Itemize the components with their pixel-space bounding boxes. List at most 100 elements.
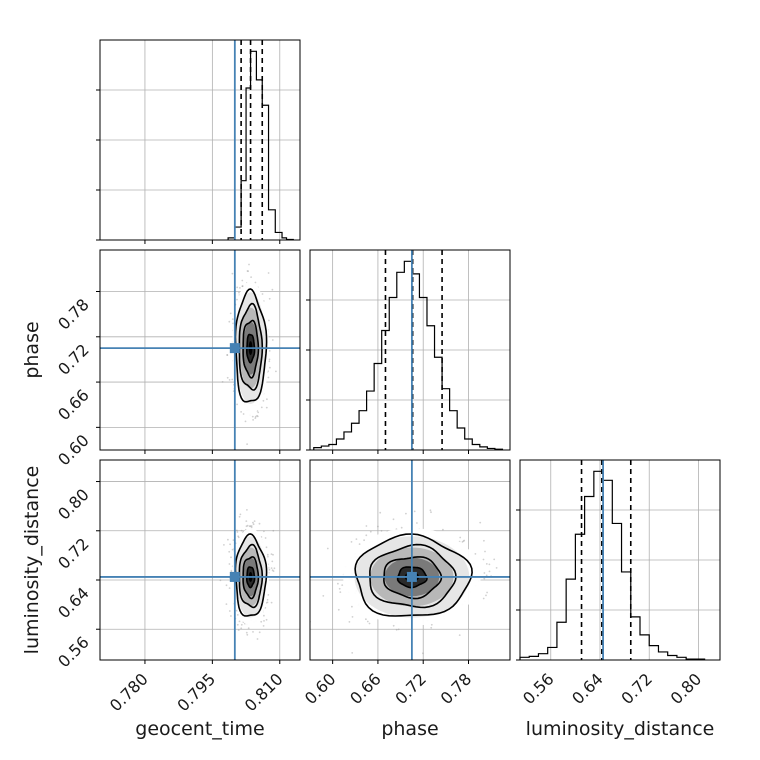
scatter-geocent_time-vs-luminosity_distance-point [253, 520, 256, 522]
scatter-phase-vs-luminosity_distance-point [474, 553, 477, 555]
hist-phase-bin [457, 428, 465, 450]
hist-phase-bin [389, 297, 397, 450]
scatter-geocent_time-vs-luminosity_distance-point [240, 623, 243, 626]
scatter-geocent_time-vs-phase-point [236, 286, 239, 289]
scatter-geocent_time-vs-luminosity_distance-point [236, 623, 239, 626]
hist-luminosity_distance-step [519, 470, 706, 660]
scatter-phase-vs-luminosity_distance-point [488, 563, 491, 566]
scatter-phase-vs-luminosity_distance-content [310, 460, 510, 660]
scatter-geocent_time-vs-luminosity_distance-point [262, 625, 265, 627]
scatter-geocent_time-vs-phase-point [269, 366, 271, 369]
scatter-geocent_time-vs-phase-point [228, 379, 231, 381]
hist-luminosity_distance-bin [603, 480, 612, 660]
scatter-phase-vs-luminosity_distance-point [365, 534, 368, 537]
scatter-phase-vs-luminosity_distance-point [337, 582, 339, 585]
scatter-geocent_time-vs-luminosity_distance-point [246, 633, 249, 636]
hist-luminosity_distance-bin [658, 652, 667, 660]
scatter-geocent_time-vs-luminosity_distance-point [239, 513, 242, 516]
scatter-geocent_time-vs-luminosity_distance-point [237, 535, 240, 538]
xtick-label-geocent_time-1: 0.795 [173, 669, 219, 715]
scatter-geocent_time-vs-luminosity_distance-point [245, 520, 248, 522]
scatter-geocent_time-vs-phase-point [244, 420, 247, 423]
scatter-geocent_time-vs-luminosity_distance-point [270, 601, 273, 604]
hist-phase-bin [435, 357, 443, 450]
scatter-geocent_time-vs-phase-point [267, 272, 270, 274]
scatter-geocent_time-vs-luminosity_distance-content [100, 460, 300, 660]
scatter-geocent_time-vs-phase-point [241, 285, 244, 288]
scatter-geocent_time-vs-luminosity_distance-point [264, 537, 267, 539]
scatter-geocent_time-vs-luminosity_distance-point [272, 553, 274, 556]
scatter-geocent_time-vs-luminosity_distance-point [229, 543, 232, 546]
scatter-geocent_time-vs-phase-point [240, 411, 243, 413]
hist-phase-bin [352, 423, 360, 450]
scatter-geocent_time-vs-luminosity_distance-point [249, 525, 252, 527]
scatter-geocent_time-vs-luminosity_distance-point [228, 587, 231, 589]
scatter-phase-vs-luminosity_distance-point [392, 518, 395, 521]
scatter-phase-vs-luminosity_distance-point [322, 595, 325, 597]
hist-phase-bin [344, 432, 352, 450]
scatter-phase-vs-luminosity_distance-point [485, 563, 488, 565]
scatter-geocent_time-vs-luminosity_distance-point [252, 523, 255, 526]
scatter-geocent_time-vs-phase-point [246, 443, 249, 445]
scatter-geocent_time-vs-phase-frame [99, 249, 301, 451]
hist-luminosity_distance-bin [640, 635, 649, 660]
scatter-geocent_time-vs-phase-point [247, 270, 250, 273]
hist-phase-bin [465, 439, 473, 450]
hist-phase-bin [404, 261, 412, 450]
ytick-label-luminosity_distance-2: 0.72 [54, 534, 93, 573]
scatter-phase-vs-luminosity_distance-point [483, 577, 486, 580]
hist-phase-bin [367, 391, 375, 450]
scatter-geocent_time-vs-luminosity_distance-point [268, 568, 271, 571]
hist-phase-bin [397, 272, 405, 450]
scatter-phase-vs-luminosity_distance-point [380, 530, 383, 532]
yaxis-title-luminosity_distance: luminosity_distance [21, 466, 43, 655]
xtick-label-luminosity_distance-3: 0.80 [667, 669, 706, 708]
scatter-geocent_time-vs-luminosity_distance-point [252, 631, 254, 633]
scatter-geocent_time-vs-luminosity_distance-point [237, 536, 240, 539]
scatter-geocent_time-vs-phase-point [254, 417, 257, 419]
scatter-phase-vs-luminosity_distance-point [461, 541, 464, 543]
scatter-geocent_time-vs-phase-point [246, 270, 249, 272]
scatter-geocent_time-vs-luminosity_distance-point [238, 620, 241, 623]
scatter-phase-vs-luminosity_distance-point [413, 510, 416, 513]
xtick-label-geocent_time-2: 0.810 [241, 669, 287, 715]
scatter-phase-vs-luminosity_distance-point [488, 570, 491, 573]
scatter-phase-vs-luminosity_distance-point [482, 558, 485, 561]
xtick-label-phase-0: 0.60 [301, 669, 340, 708]
scatter-geocent_time-vs-luminosity_distance-point [265, 546, 268, 549]
scatter-geocent_time-vs-luminosity_distance-frame [99, 459, 301, 661]
ytick-label-luminosity_distance-1: 0.64 [54, 583, 93, 622]
scatter-phase-vs-luminosity_distance-point [395, 628, 398, 631]
hist-geocent_time-bin [256, 80, 262, 240]
scatter-geocent_time-vs-phase-point [241, 279, 244, 282]
xtick-label-luminosity_distance-2: 0.72 [617, 669, 656, 708]
scatter-phase-vs-luminosity_distance-point [483, 539, 485, 542]
scatter-geocent_time-vs-phase-point [271, 288, 274, 291]
scatter-geocent_time-vs-phase-point [254, 281, 257, 284]
scatter-phase-vs-luminosity_distance-point [485, 594, 487, 597]
scatter-phase-vs-luminosity_distance-point [350, 541, 353, 543]
scatter-geocent_time-vs-phase-point [248, 263, 250, 266]
scatter-geocent_time-vs-luminosity_distance-point [250, 525, 253, 527]
scatter-geocent_time-vs-phase-point [257, 411, 260, 414]
scatter-phase-vs-luminosity_distance-point [351, 616, 354, 618]
hist-luminosity_distance-bin [585, 496, 594, 660]
scatter-geocent_time-vs-luminosity_distance-point [240, 529, 243, 532]
hist-luminosity_distance-bin [612, 523, 621, 660]
xtick-label-luminosity_distance-1: 0.64 [568, 669, 607, 708]
scatter-geocent_time-vs-luminosity_distance-point [230, 556, 232, 559]
scatter-geocent_time-vs-phase-point [231, 378, 234, 381]
scatter-geocent_time-vs-phase-point [266, 398, 268, 401]
scatter-geocent_time-vs-luminosity_distance-truth-marker [229, 571, 240, 582]
scatter-geocent_time-vs-phase-point [241, 248, 243, 250]
hist-phase-bin [359, 411, 367, 450]
hist-phase-bin [321, 446, 329, 450]
scatter-geocent_time-vs-phase-point [271, 339, 274, 341]
hist-phase-bin [427, 326, 435, 450]
scatter-geocent_time-vs-luminosity_distance-point [238, 515, 241, 518]
hist-luminosity_distance-bin [529, 656, 538, 660]
scatter-geocent_time-vs-phase-point [268, 297, 271, 300]
hist-phase-bin [472, 444, 480, 450]
xtick-label-geocent_time-0: 0.780 [106, 669, 152, 715]
scatter-geocent_time-vs-luminosity_distance-point [236, 529, 238, 532]
